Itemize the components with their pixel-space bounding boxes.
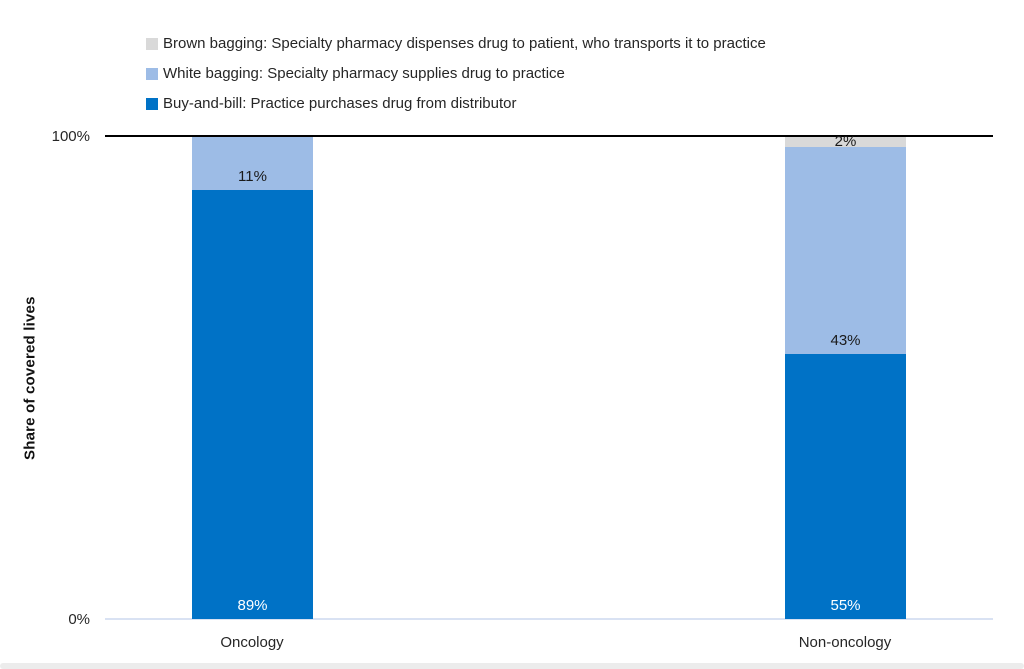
window-bottom-edge (0, 663, 1024, 669)
legend-swatch-icon (146, 37, 158, 50)
data-label: 2% (834, 132, 857, 150)
bar-segment: 11% (192, 137, 313, 191)
y-tick-100: 100% (51, 128, 90, 145)
legend-label: Brown bagging: Specialty pharmacy dispen… (163, 35, 766, 52)
plot-area: 11% 89% 2% 43% 55% (105, 132, 993, 619)
gridline-100-percent (105, 135, 993, 137)
data-label: 55% (830, 596, 861, 614)
legend-item: Buy-and-bill: Practice purchases drug fr… (146, 93, 766, 114)
legend-item: White bagging: Specialty pharmacy suppli… (146, 63, 766, 84)
data-label: 11% (238, 168, 267, 186)
data-label: 89% (237, 596, 268, 614)
legend-label: Buy-and-bill: Practice purchases drug fr… (163, 95, 517, 112)
data-label: 43% (830, 331, 861, 349)
legend-swatch-icon (146, 97, 158, 110)
x-axis-line (105, 618, 993, 620)
bar-segment: 55% (785, 353, 906, 619)
y-tick-0: 0% (68, 611, 90, 628)
category-label-non-oncology: Non-oncology (798, 634, 892, 651)
legend-item: Brown bagging: Specialty pharmacy dispen… (146, 33, 766, 54)
bar-segment: 43% (785, 146, 906, 354)
y-axis-title: Share of covered lives (21, 296, 39, 461)
stacked-bar-oncology: 11% 89% (192, 137, 313, 619)
bar-segment: 2% (785, 132, 906, 150)
chart-legend: Brown bagging: Specialty pharmacy dispen… (146, 33, 766, 114)
bar-segment: 89% (192, 190, 313, 619)
legend-swatch-icon (146, 67, 158, 80)
category-label-oncology: Oncology (220, 634, 284, 651)
stacked-bar-non-oncology: 2% 43% 55% (785, 132, 906, 619)
legend-label: White bagging: Specialty pharmacy suppli… (163, 65, 565, 82)
